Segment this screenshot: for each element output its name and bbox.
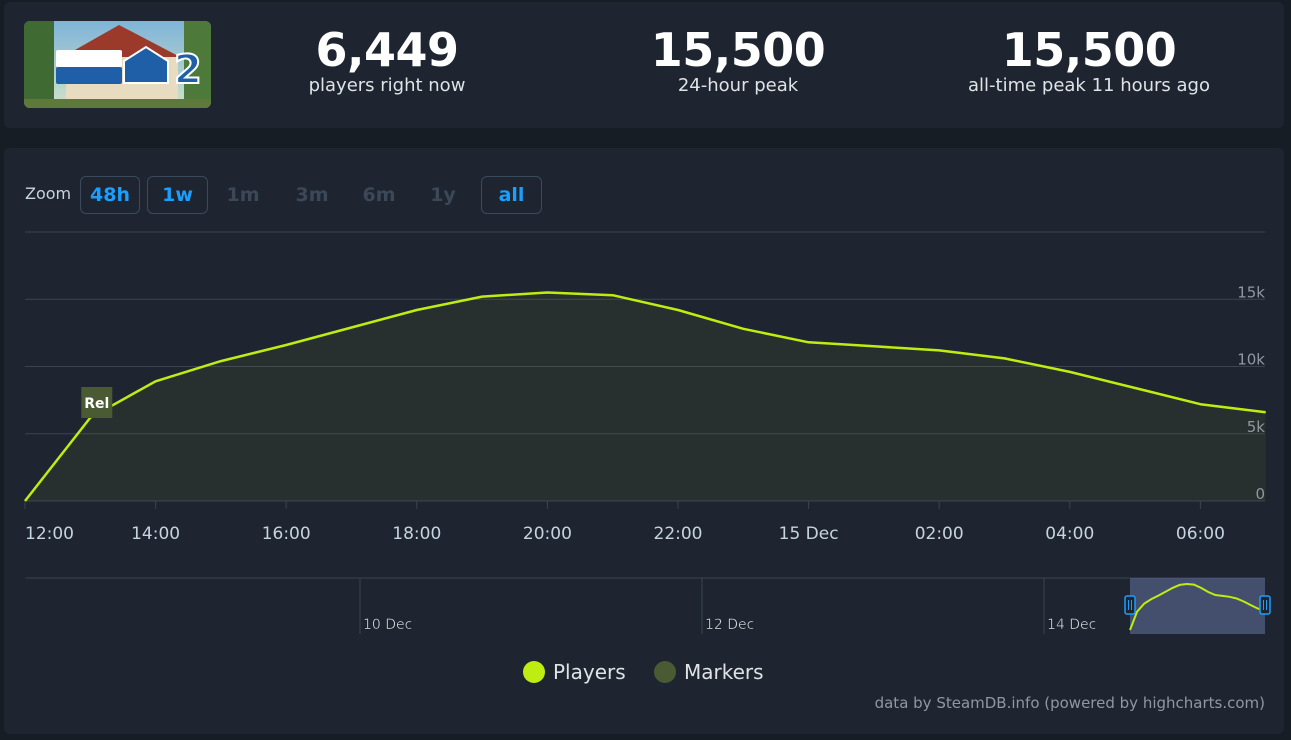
stat-current-players: 6,449 players right now (227, 24, 547, 98)
x-axis: 12:00 14:00 16:00 18:00 20:00 22:00 15 Dec 02:0… (24, 501, 1225, 544)
handle-box (1124, 595, 1136, 615)
navigator-left-handle[interactable] (1124, 595, 1136, 615)
zoom-button-1m[interactable]: 1m (226, 184, 260, 206)
chart-panel: Zoom 48h 1w 1m 3m 6m 1y all Rel 0 5k 10k 15k 12:0… (4, 148, 1284, 734)
y-tick-label: 5k (1247, 418, 1266, 436)
zoom-button-6m[interactable]: 6m (362, 184, 396, 206)
navigator-series-line (1129, 582, 1266, 631)
navigator-right-handle[interactable] (1259, 595, 1271, 615)
navigator[interactable]: 10 Dec 12 Dec 14 Dec (25, 577, 1271, 634)
marker-flag-label: Rel (84, 396, 109, 412)
players-line[interactable] (24, 291, 1266, 502)
game-logo-image: 2 (24, 21, 211, 108)
legend-markers-label: Markers (684, 660, 764, 684)
x-tick-label: 12:00 (25, 524, 74, 544)
handle-box (1259, 595, 1271, 615)
x-tick-label: 02:00 (915, 524, 964, 544)
y-tick-label: 0 (1255, 485, 1265, 503)
y-tick-label: 10k (1237, 351, 1265, 369)
legend-item-markers[interactable]: Markers (654, 658, 764, 686)
y-tick-label: 15k (1237, 283, 1265, 301)
chart-markers: Rel (81, 387, 113, 418)
chart-credits[interactable]: data by SteamDB.info (powered by highcha… (874, 694, 1265, 712)
x-tick-label: 20:00 (523, 524, 572, 544)
stats-panel: 2 6,449 players right now 15,500 24-hour… (4, 2, 1284, 128)
player-count-chart[interactable]: Rel 0 5k 10k 15k 12:00 14:00 16:00 18:00 20:00 2… (4, 148, 1284, 648)
zoom-button-48h[interactable]: 48h (80, 176, 140, 214)
svg-text:2: 2 (174, 47, 202, 93)
zoom-button-3m[interactable]: 3m (295, 184, 329, 206)
marker-flag-box (81, 387, 113, 418)
x-tick-label: 22:00 (654, 524, 703, 544)
peak-24h-value: 15,500 (650, 23, 826, 77)
x-tick-label: 18:00 (392, 524, 441, 544)
all-time-peak-value: 15,500 (1001, 23, 1177, 77)
zoom-button-all[interactable]: all (481, 176, 542, 214)
legend-markers-dot (654, 661, 676, 683)
x-tick-label: 14:00 (131, 524, 180, 544)
marker-flag[interactable]: Rel (81, 387, 113, 418)
x-tick-label: 06:00 (1176, 524, 1225, 544)
x-tick-label: 04:00 (1045, 524, 1094, 544)
zoom-button-1y[interactable]: 1y (430, 184, 456, 206)
x-tick-label: 16:00 (262, 524, 311, 544)
navigator-date-label: 10 Dec (363, 617, 412, 633)
legend-players-dot (523, 661, 545, 683)
chart-series (24, 291, 1266, 502)
y-axis: 0 5k 10k 15k (1237, 283, 1265, 503)
game-logo[interactable]: 2 (24, 21, 211, 108)
legend-players-label: Players (553, 660, 626, 684)
zoom-label: Zoom (25, 184, 72, 203)
stat-24h-peak: 15,500 24-hour peak (578, 24, 898, 98)
x-tick-label: 15 Dec (779, 524, 839, 544)
current-players-label: players right now (308, 75, 466, 96)
navigator-date-label: 12 Dec (705, 617, 754, 633)
stat-all-time-peak: 15,500 all-time peak 11 hours ago (929, 24, 1249, 98)
navigator-date-label: 14 Dec (1047, 617, 1096, 633)
players-area (25, 292, 1266, 501)
zoom-button-1w[interactable]: 1w (147, 176, 208, 214)
chart-grid (25, 231, 1265, 502)
chart-area (25, 292, 1266, 501)
legend-item-players[interactable]: Players (523, 658, 626, 686)
all-time-peak-label: all-time peak 11 hours ago (967, 75, 1210, 96)
current-players-value: 6,449 (315, 23, 459, 77)
peak-24h-label: 24-hour peak (677, 75, 799, 96)
